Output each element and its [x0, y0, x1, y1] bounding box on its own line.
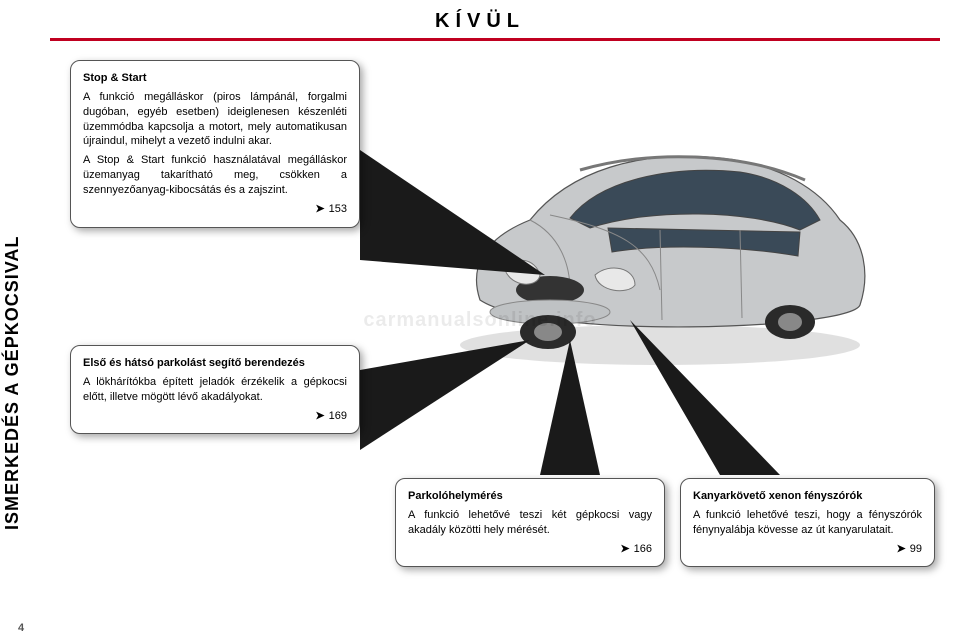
callout-text: A funkció lehetővé teszi, hogy a fényszó… [693, 508, 922, 538]
callout-text: A funkció megálláskor (piros lámpánál, f… [83, 90, 347, 149]
callout-heading: Stop & Start [83, 71, 347, 86]
callout-parking-aid: Első és hátsó parkolást segítő berendezé… [70, 345, 360, 434]
car-illustration [420, 80, 890, 380]
page-ref: ➤ 166 [408, 542, 652, 557]
callout-heading: Kanyarkövető xenon fényszórók [693, 489, 922, 504]
page-ref-number: 169 [329, 410, 347, 422]
callout-heading: Parkolóhelymérés [408, 489, 652, 504]
arrow-icon: ➤ [897, 543, 906, 555]
page-ref-number: 99 [910, 543, 922, 555]
page-ref: ➤ 153 [83, 202, 347, 217]
page-title: KÍVÜL [0, 10, 960, 33]
callout-text: A Stop & Start funkció használatával meg… [83, 153, 347, 198]
page-number: 4 [18, 622, 24, 634]
arrow-icon: ➤ [620, 543, 629, 555]
callout-space-measure: Parkolóhelymérés A funkció lehetővé tesz… [395, 478, 665, 567]
page-ref-number: 153 [329, 203, 347, 215]
page-ref: ➤ 169 [83, 409, 347, 424]
callout-stop-start: Stop & Start A funkció megálláskor (piro… [70, 60, 360, 228]
arrow-icon: ➤ [315, 203, 324, 215]
side-label: ISMERKEDÉS A GÉPKOCSIVAL [2, 236, 23, 530]
callout-xenon: Kanyarkövető xenon fényszórók A funkció … [680, 478, 935, 567]
title-rule [50, 38, 940, 41]
callout-text: A lökhárítókba épített jeladók érzékelik… [83, 375, 347, 405]
page-ref: ➤ 99 [693, 542, 922, 557]
callout-heading: Első és hátsó parkolást segítő berendezé… [83, 356, 347, 371]
arrow-icon: ➤ [315, 410, 324, 422]
page-ref-number: 166 [634, 543, 652, 555]
callout-text: A funkció lehetővé teszi két gépkocsi va… [408, 508, 652, 538]
